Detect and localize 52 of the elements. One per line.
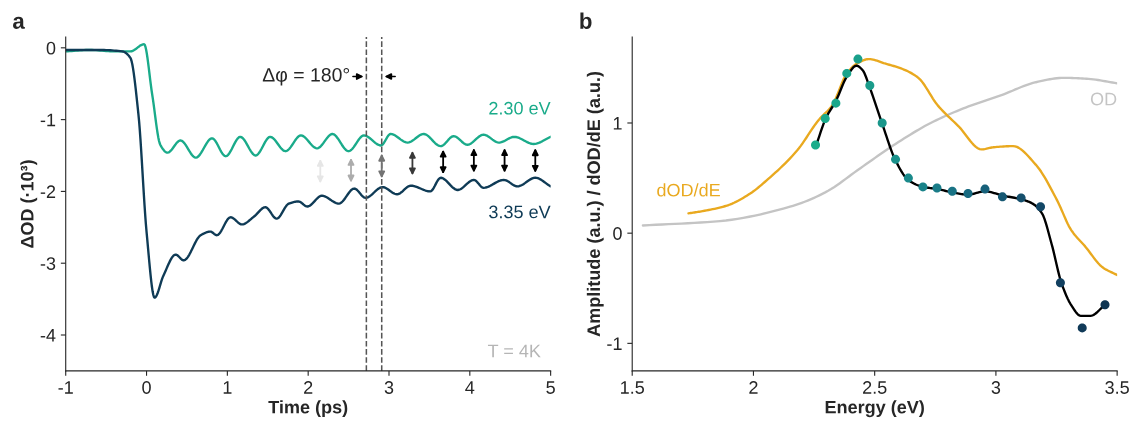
point (932, 183, 942, 193)
x-tick-label: 2 (304, 381, 313, 394)
x-tick-label: 5 (546, 381, 555, 394)
point (980, 184, 990, 194)
point (1077, 323, 1087, 333)
point (997, 192, 1007, 202)
x-axis-title: Time (ps) (268, 400, 348, 418)
y-tick-label: -2 (40, 185, 56, 198)
x-tick-label: 1.5 (621, 381, 645, 394)
point (865, 81, 875, 91)
y-tick-label: -1 (607, 337, 622, 350)
series-label: dOD/dE (657, 183, 720, 197)
point (918, 182, 928, 192)
point (947, 186, 957, 196)
y-tick-label: 0 (46, 41, 56, 55)
x-tick-label: 4 (465, 381, 475, 394)
y-tick-label: -3 (40, 257, 56, 270)
point (1055, 278, 1065, 288)
x-tick-label: -1 (58, 381, 73, 394)
chart-title: b (580, 12, 592, 29)
x-axis-title: Energy (eV) (825, 400, 924, 418)
point (853, 54, 863, 64)
point (1036, 202, 1046, 212)
y-tick-label: -1 (40, 113, 56, 127)
y-tick-label: 0 (613, 227, 622, 240)
series-label: OD (1090, 92, 1117, 106)
x-tick-label: 0 (142, 381, 151, 394)
annotation: Δφ = 180° (262, 67, 350, 86)
series-label: 3.35 eV (489, 205, 551, 219)
x-tick-label: 3 (991, 381, 1001, 394)
point (963, 189, 973, 199)
y-tick-label: -4 (40, 329, 56, 342)
chart-title: a (13, 16, 25, 29)
point (1100, 300, 1110, 310)
x-tick-label: 1 (223, 381, 232, 394)
point (877, 118, 887, 128)
x-tick-label: 3.5 (1105, 381, 1129, 394)
point (831, 98, 841, 108)
y-tick-label: 1 (613, 117, 622, 130)
series-label: 2.30 eV (489, 101, 551, 115)
x-tick-label: 2 (749, 381, 758, 394)
y-axis-title: ΔOD (·10³) (20, 160, 38, 248)
x-tick-label: 2.5 (863, 381, 887, 394)
point (842, 68, 852, 78)
y-axis-title: Amplitude (a.u.) / dOD/dE (a.u.) (586, 71, 604, 337)
point (891, 154, 901, 164)
x-tick-label: 3 (384, 381, 394, 394)
point (1016, 193, 1026, 203)
annotation: T = 4K (487, 344, 541, 358)
point (903, 173, 913, 183)
point (820, 114, 830, 124)
point (811, 140, 821, 150)
